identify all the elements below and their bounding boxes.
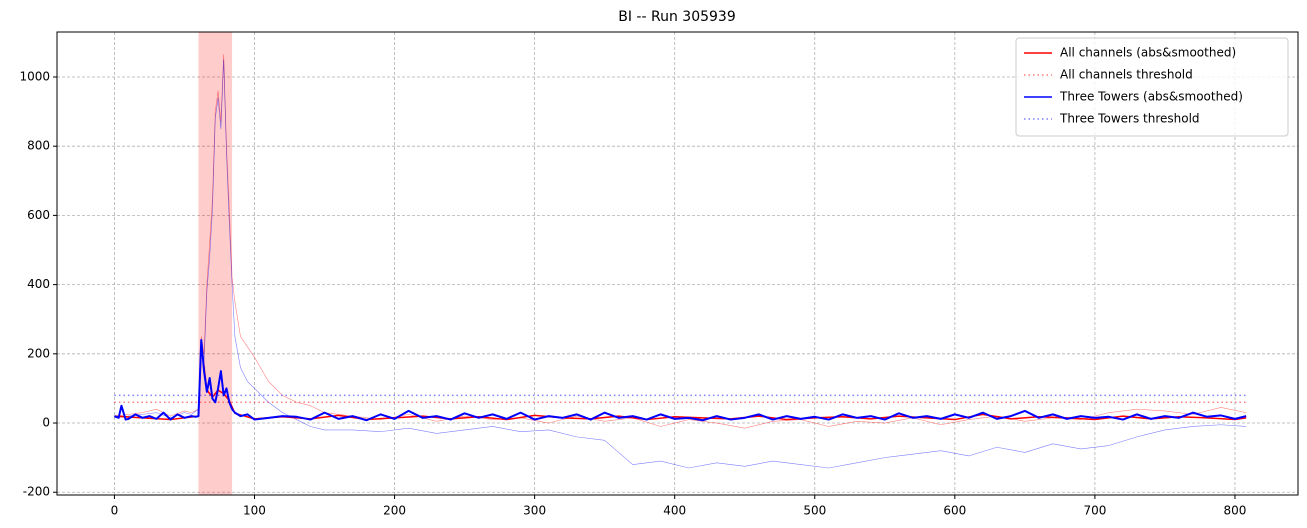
- y-tick-label: 600: [27, 208, 50, 222]
- x-tick-label: 800: [1224, 504, 1247, 518]
- x-tick-label: 0: [111, 504, 119, 518]
- x-tick-label: 500: [803, 504, 826, 518]
- y-tick-label: 200: [27, 346, 50, 360]
- x-tick-label: 200: [383, 504, 406, 518]
- legend-box: [1015, 37, 1289, 137]
- y-tick-label: 400: [27, 277, 50, 291]
- data-line: [114, 54, 1247, 429]
- data-line: [114, 338, 1247, 422]
- legend-label: All channels (abs&smoothed): [1060, 46, 1236, 60]
- data-line: [114, 59, 1247, 469]
- x-tick-label: 100: [243, 504, 266, 518]
- y-tick-label: -200: [23, 485, 50, 499]
- chart-title: BI -- Run 305939: [618, 9, 735, 25]
- x-tick-label: 300: [523, 504, 546, 518]
- plot-frame: [56, 31, 1299, 496]
- legend-label: Three Towers (abs&smoothed): [1059, 90, 1243, 104]
- x-tick-label: 400: [663, 504, 686, 518]
- x-tick-label: 600: [943, 504, 966, 518]
- x-tick-label: 700: [1083, 504, 1106, 518]
- y-tick-label: 800: [27, 139, 50, 153]
- y-tick-label: 0: [42, 416, 50, 430]
- legend-label: Three Towers threshold: [1059, 112, 1200, 126]
- y-tick-label: 1000: [19, 69, 50, 83]
- legend-label: All channels threshold: [1060, 68, 1193, 82]
- legend: All channels (abs&smoothed) All channels …: [1015, 37, 1289, 137]
- highlight-span: [198, 32, 233, 495]
